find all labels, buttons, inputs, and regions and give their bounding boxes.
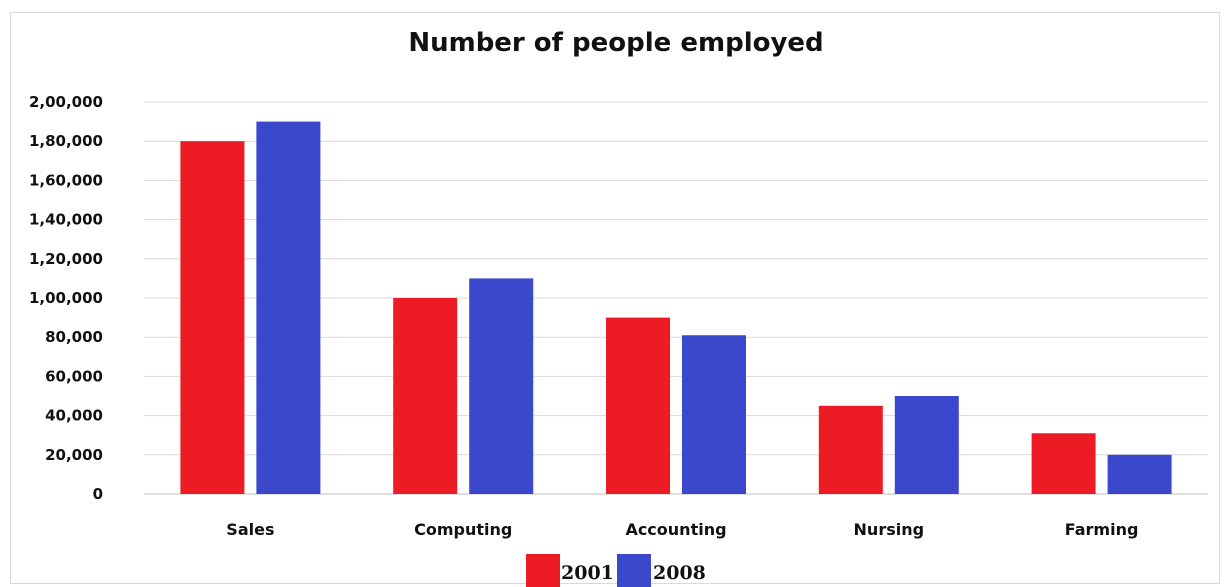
y-axis-ticks: 0 20,000 40,000 60,000 80,000 1,00,000 1,20,00… (29, 93, 103, 503)
bar-sales-2001 (180, 141, 245, 494)
x-tick-label: Computing (414, 520, 512, 539)
bar-computing-2008 (469, 278, 534, 494)
bar-nursing-2001 (818, 405, 883, 494)
y-tick-label: 2,00,000 (29, 93, 103, 111)
bar-computing-2001 (393, 298, 458, 494)
x-tick-label: Farming (1065, 520, 1139, 539)
y-tick-label: 60,000 (45, 367, 103, 385)
y-tick-label: 0 (93, 485, 103, 503)
y-tick-label: 1,00,000 (29, 289, 103, 307)
x-tick-label: Accounting (625, 520, 726, 539)
legend-swatch-2001 (526, 554, 560, 587)
y-tick-label: 40,000 (45, 407, 103, 425)
bar-accounting-2001 (606, 317, 670, 494)
y-tick-label: 1,60,000 (29, 171, 103, 189)
legend: 2001 2008 (0, 554, 1232, 587)
legend-label-2008: 2008 (653, 562, 706, 584)
y-tick-label: 20,000 (45, 446, 103, 464)
bar-sales-2008 (256, 121, 321, 494)
legend-swatch-2008 (617, 554, 651, 587)
gridlines (144, 101, 1208, 495)
bars (180, 121, 1172, 494)
bar-nursing-2008 (894, 396, 959, 494)
x-axis-ticks: Sales Computing Accounting Nursing Farming (226, 520, 1138, 539)
x-tick-label: Sales (226, 520, 274, 539)
bar-chart: 0 20,000 40,000 60,000 80,000 1,00,000 1,20,00… (29, 93, 1208, 539)
chart-title: Number of people employed (408, 28, 824, 58)
y-tick-label: 1,40,000 (29, 211, 103, 229)
bar-accounting-2008 (682, 335, 746, 494)
x-tick-label: Nursing (854, 520, 925, 539)
bar-farming-2001 (1031, 433, 1096, 494)
bar-farming-2008 (1107, 454, 1172, 494)
y-tick-label: 80,000 (45, 328, 103, 346)
y-tick-label: 1,20,000 (29, 250, 103, 268)
legend-label-2001: 2001 (561, 562, 614, 584)
y-tick-label: 1,80,000 (29, 132, 103, 150)
